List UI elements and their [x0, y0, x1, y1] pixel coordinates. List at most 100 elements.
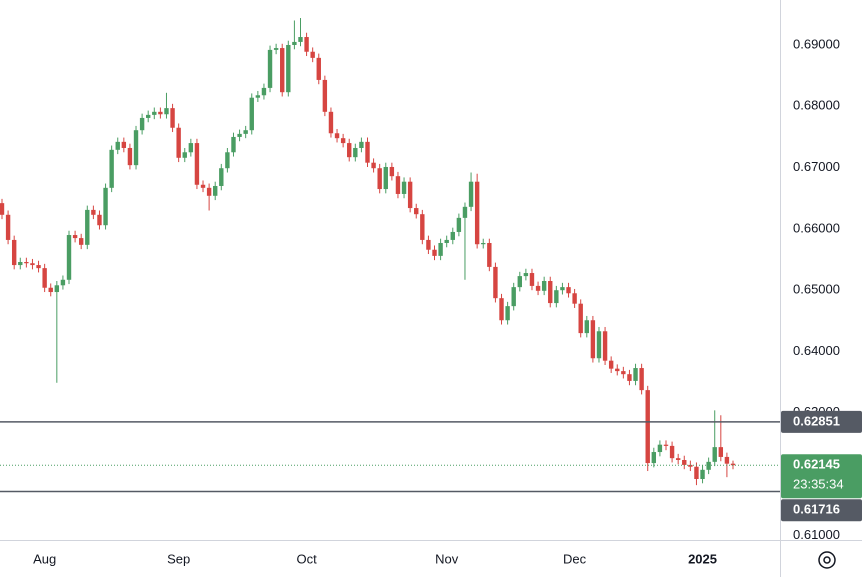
candle-body	[267, 49, 273, 88]
candle-body	[389, 166, 395, 177]
candle-body	[334, 133, 340, 139]
price-label: 0.62851	[793, 413, 840, 428]
x-tick-label: Dec	[563, 551, 587, 566]
y-tick-label: 0.69000	[793, 36, 840, 51]
candle-body	[237, 133, 242, 137]
candle-body	[371, 162, 376, 169]
candle-body	[517, 276, 522, 288]
candle-body	[30, 263, 35, 266]
y-tick-label: 0.61000	[793, 527, 840, 542]
candle-body	[298, 37, 303, 42]
candle-body	[730, 463, 736, 466]
price-label: 0.61716	[793, 502, 840, 517]
x-tick-label: Aug	[33, 551, 56, 566]
candle-body	[590, 320, 596, 359]
candle-body	[633, 368, 638, 381]
candle-body	[608, 360, 614, 369]
y-tick-label: 0.65000	[793, 282, 840, 297]
candle-body	[176, 127, 181, 158]
candle-body	[133, 130, 139, 166]
candle-body	[292, 41, 297, 45]
candle-body	[219, 168, 224, 186]
candle-body	[316, 57, 321, 80]
candle-body	[310, 51, 315, 58]
candle-body	[541, 281, 547, 291]
y-tick-label: 0.67000	[793, 159, 840, 174]
price-label: 0.62145	[793, 457, 840, 472]
candle-body	[42, 268, 47, 288]
candle-body	[493, 266, 498, 299]
price-label: 23:35:34	[793, 477, 844, 492]
candle-body	[0, 203, 5, 215]
candle-body	[395, 176, 401, 194]
candle-body	[456, 217, 462, 232]
candle-body	[164, 108, 169, 115]
candle-body	[353, 147, 358, 158]
settings-button[interactable]	[818, 551, 836, 569]
candle-body	[407, 181, 413, 209]
candle-body	[206, 187, 212, 196]
candle-body	[383, 166, 388, 190]
candle-body	[487, 242, 492, 267]
candle-body	[645, 390, 650, 464]
candle-body	[535, 285, 541, 291]
candle-body	[121, 141, 127, 148]
candle-body	[499, 298, 504, 321]
candle-body	[72, 235, 78, 239]
candle-body	[426, 239, 431, 250]
candle-body	[438, 242, 443, 256]
candle-body	[651, 452, 657, 464]
candle-body	[249, 97, 254, 131]
candle-body	[152, 111, 157, 115]
candle-body	[688, 464, 693, 467]
candle-body	[529, 273, 535, 286]
candle-body	[340, 138, 346, 144]
candle-body	[97, 214, 102, 226]
candle-body	[682, 460, 687, 465]
candle-body	[505, 306, 510, 321]
candle-body	[146, 114, 151, 118]
candle-body	[158, 111, 163, 115]
candle-body	[48, 287, 53, 293]
settings-icon	[818, 551, 836, 569]
candle-body	[694, 466, 699, 480]
candle-body	[359, 141, 364, 148]
candle-body	[78, 238, 84, 245]
candle-body	[66, 235, 72, 280]
candle-body	[377, 168, 382, 190]
candle-body	[243, 130, 248, 134]
candle-body	[657, 444, 663, 453]
candle-body	[109, 149, 114, 188]
settings-icon-center	[823, 556, 831, 564]
candle-body	[261, 87, 267, 96]
candle-body	[712, 447, 717, 462]
candle-body	[401, 181, 407, 194]
candle-body	[103, 187, 108, 226]
candle-body	[115, 141, 120, 150]
candle-body	[675, 458, 681, 461]
candle-body	[718, 447, 724, 457]
candle-body	[474, 181, 480, 245]
candle-body	[432, 249, 437, 256]
y-tick-label: 0.64000	[793, 343, 840, 358]
candle-body	[139, 117, 145, 131]
candle-body	[347, 143, 352, 158]
candle-body	[322, 79, 328, 112]
candle-body	[420, 214, 425, 240]
candle-body	[627, 374, 632, 381]
candle-body	[231, 136, 236, 153]
candle-body	[188, 143, 194, 153]
y-tick-label: 0.68000	[793, 98, 840, 113]
price-label-box	[781, 410, 862, 433]
candle-body	[194, 143, 200, 185]
candle-body	[511, 287, 516, 307]
candle-body	[91, 209, 96, 215]
x-tick-label: Oct	[296, 551, 317, 566]
candle-body	[663, 444, 669, 446]
x-tick-label: Sep	[167, 551, 190, 566]
candle-body	[596, 331, 602, 359]
candle-body	[706, 461, 711, 470]
y-tick-label: 0.66000	[793, 220, 840, 235]
candle-body	[255, 95, 261, 98]
